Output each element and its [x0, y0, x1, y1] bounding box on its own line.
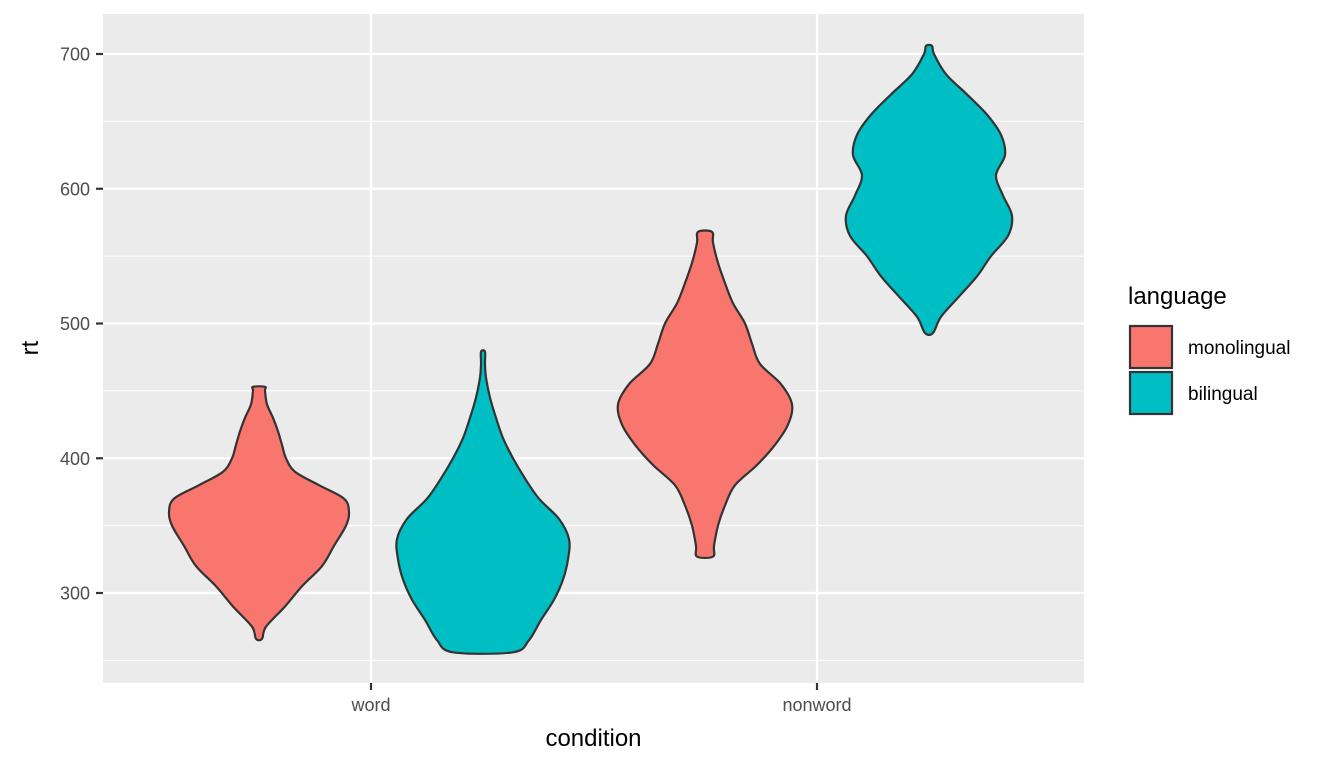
legend-key-bilingual — [1128, 370, 1174, 416]
legend-label-bilingual: bilingual — [1188, 384, 1258, 405]
y-tick-label: 400 — [60, 449, 90, 469]
legend-key-monolingual — [1128, 324, 1174, 370]
x-axis-title: condition — [545, 725, 641, 752]
x-tick-label: nonword — [782, 695, 851, 715]
y-tick-label: 300 — [60, 584, 90, 604]
y-tick-label: 500 — [60, 314, 90, 334]
violins — [167, 43, 1014, 655]
legend-title: language — [1128, 283, 1227, 310]
violin-monolingual-word — [167, 385, 351, 642]
x-axis: word nonword — [350, 683, 852, 715]
violin-monolingual-nonword — [616, 229, 794, 560]
y-axis: 300 400 500 600 700 — [60, 45, 103, 604]
y-tick-label: 700 — [60, 45, 90, 65]
legend-label-monolingual: monolingual — [1188, 338, 1290, 359]
x-tick-label: word — [350, 695, 390, 715]
y-tick-label: 600 — [60, 179, 90, 199]
violin-bilingual-word — [395, 349, 571, 655]
major-gridlines — [103, 14, 1084, 683]
y-axis-title: rt — [17, 340, 44, 355]
legend: language monolingual bilingual — [1128, 283, 1290, 416]
violin-bilingual-nonword — [844, 43, 1014, 337]
